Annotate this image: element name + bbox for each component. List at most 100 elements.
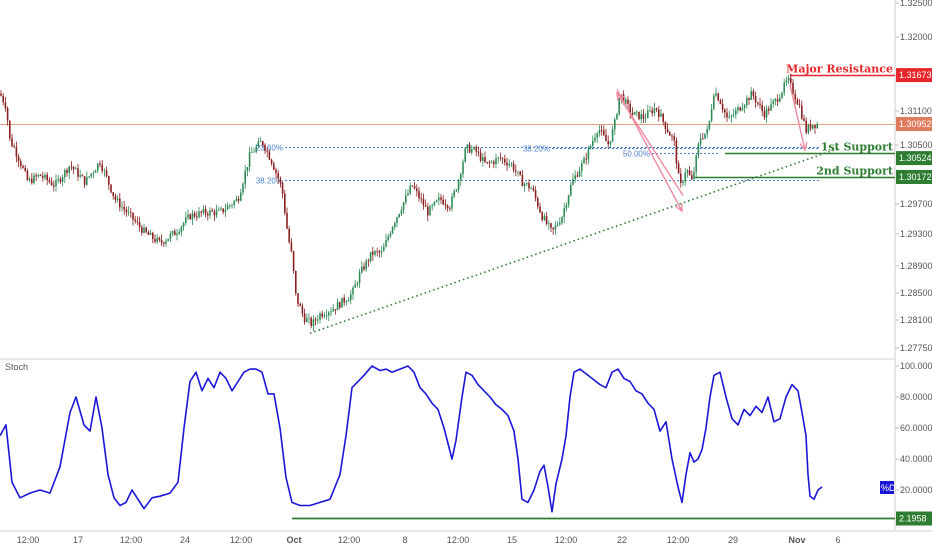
candle-body (59, 178, 62, 182)
candle-body (303, 313, 306, 323)
candle-body (594, 137, 596, 141)
candle-body (468, 144, 471, 153)
candle-body (176, 233, 178, 236)
candle-body (713, 95, 715, 110)
time-tick-label: 12:00 (338, 535, 361, 545)
arrow-head[interactable] (675, 203, 683, 213)
candle-body (484, 157, 486, 163)
candle-body (141, 227, 143, 233)
price-tick-label: 1.30500 (900, 140, 932, 150)
candle-body (160, 239, 163, 243)
candle-body (92, 172, 95, 174)
candle-body (567, 195, 570, 205)
stoch-title: Stoch (5, 362, 28, 372)
candle-body (332, 309, 334, 312)
candle-body (510, 163, 513, 165)
tag-current-price: 1.30952 (899, 119, 932, 129)
time-tick-label: 22 (617, 535, 627, 545)
candle-body (110, 184, 112, 193)
candle-body (99, 163, 101, 165)
candle-body (781, 92, 783, 98)
candle-body (598, 130, 601, 134)
candle-body (350, 294, 352, 300)
candle-body (554, 225, 557, 230)
candle-body (77, 168, 79, 177)
candle-body (356, 283, 359, 285)
stoch-tick-label: 60.0000 (900, 423, 932, 433)
candle-body (339, 302, 341, 308)
tag-first-support-bg (896, 151, 932, 166)
candle-body (482, 157, 484, 161)
candle-body (50, 181, 53, 186)
candle-body (721, 103, 724, 110)
arrow-line[interactable] (616, 92, 684, 196)
candle-body (761, 104, 763, 112)
candle-body (587, 148, 590, 160)
pane-borders (0, 0, 932, 532)
candle-body (189, 214, 191, 220)
time-axis[interactable]: 12:00 17 12:00 24 12:00 Oct 12:00 8 12:00 15 12:00… (17, 535, 841, 545)
candle-body (198, 211, 200, 218)
arrow-line[interactable] (789, 84, 806, 151)
candle-body (259, 141, 262, 143)
candle-body (33, 175, 35, 184)
candle-body (543, 216, 546, 221)
candle-body (816, 124, 818, 128)
candle-body (317, 319, 319, 321)
candle-body (633, 111, 636, 115)
candle-body (636, 111, 638, 113)
candle-body (72, 166, 75, 170)
candle-body (204, 209, 207, 214)
candle-body (112, 192, 114, 196)
candle-body (449, 208, 451, 209)
candle-body (581, 163, 583, 171)
candle-body (237, 198, 240, 201)
fib-label: 50.00% (623, 150, 650, 159)
candle-body (570, 184, 572, 196)
time-tick-label: Oct (286, 535, 301, 545)
candle-body (728, 116, 730, 118)
candle-body (169, 233, 172, 239)
candle-body (653, 108, 656, 114)
candle-body (42, 175, 44, 178)
candle-body (561, 217, 563, 223)
candle-body (158, 237, 161, 240)
candle-body (35, 175, 37, 177)
candle-body (675, 140, 678, 164)
candle-body (471, 149, 473, 153)
arrows[interactable] (616, 84, 808, 213)
candle-body (519, 171, 521, 175)
candle-body (607, 141, 609, 145)
candle-body (611, 129, 614, 142)
candle-body (708, 120, 711, 129)
candle-body (187, 214, 189, 218)
candle-body (814, 125, 816, 128)
candle-body (4, 102, 7, 109)
candle-body (647, 110, 649, 118)
candle-body (246, 166, 249, 171)
time-tick-label: Nov (788, 535, 805, 545)
candle-body (697, 144, 700, 156)
candle-body (215, 210, 218, 216)
arrow-head[interactable] (799, 142, 808, 152)
arrow-head[interactable] (616, 91, 625, 101)
candle-body (726, 112, 728, 118)
candle-body (422, 198, 425, 206)
candle-body (693, 171, 695, 180)
candle-body (209, 210, 211, 216)
candle-body (48, 180, 51, 182)
candle-body (779, 97, 781, 102)
candle-body (299, 304, 301, 307)
candle-body (451, 196, 453, 209)
candle-body (732, 114, 735, 116)
candle-body (20, 161, 22, 167)
candle-body (218, 209, 220, 211)
candle-body (163, 242, 165, 244)
candle-body (442, 199, 444, 205)
candle-body (174, 231, 176, 236)
candle-body (473, 147, 475, 150)
candle-body (28, 178, 31, 180)
candlesticks (0, 73, 818, 332)
candle-body (512, 163, 515, 171)
